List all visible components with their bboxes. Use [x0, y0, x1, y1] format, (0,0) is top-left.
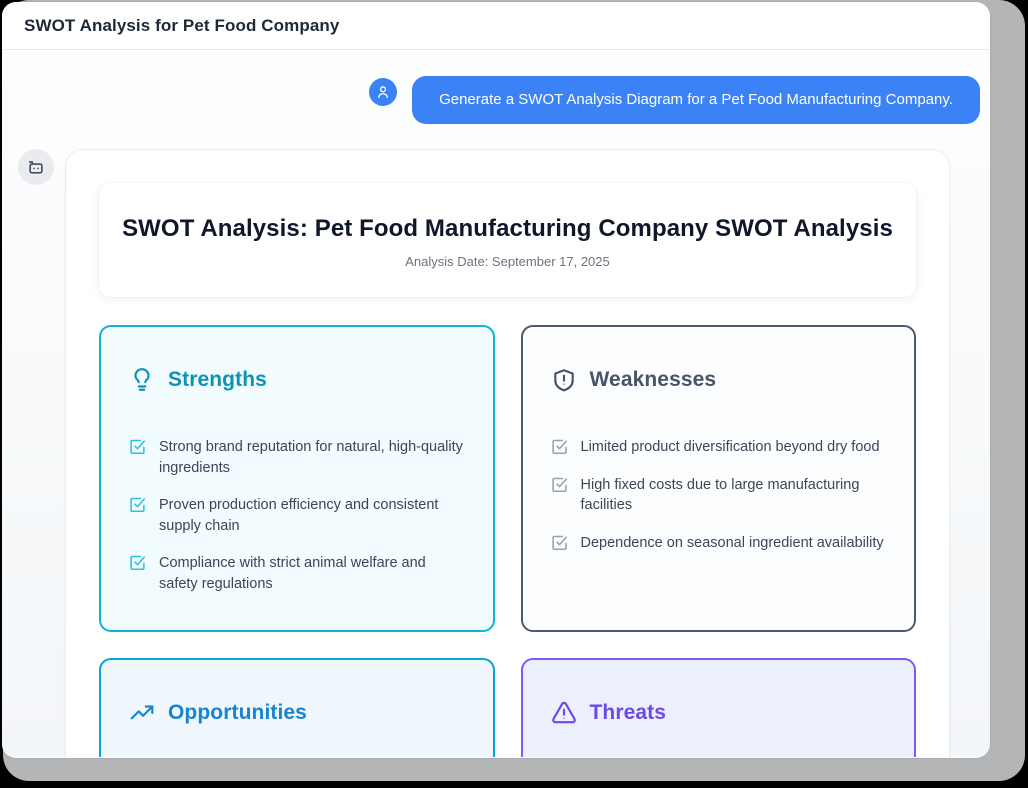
quadrant-item: Proven production efficiency and consist… [129, 495, 465, 536]
check-square-icon [551, 534, 568, 551]
quadrant-title-weaknesses: Weaknesses [589, 368, 717, 391]
alert-triangle-icon [551, 700, 577, 726]
check-square-icon [129, 496, 146, 513]
check-square-icon [129, 554, 146, 571]
quadrant-header-opportunities: Opportunities [129, 700, 465, 726]
user-message-row: Generate a SWOT Analysis Diagram for a P… [369, 76, 980, 124]
window-title: SWOT Analysis for Pet Food Company [24, 15, 340, 35]
quadrant-item-text: Proven production efficiency and consist… [159, 497, 439, 534]
check-square-icon [129, 438, 146, 455]
bot-avatar [18, 149, 54, 185]
user-avatar [369, 78, 397, 106]
quadrant-item: Compliance with strict animal welfare an… [129, 553, 465, 594]
quadrant-item-text: Dependence on seasonal ingredient availa… [580, 534, 884, 551]
bot-icon [26, 157, 46, 177]
quadrant-title-strengths: Strengths [168, 368, 267, 391]
quadrant-item: High fixed costs due to large manufactur… [551, 475, 887, 516]
user-message-bubble: Generate a SWOT Analysis Diagram for a P… [412, 76, 980, 124]
quadrant-header-threats: Threats [551, 700, 887, 726]
user-icon [375, 84, 391, 100]
swot-title-card: SWOT Analysis: Pet Food Manufacturing Co… [99, 183, 916, 297]
swot-grid: Strengths Strong brand reputation for nat… [99, 325, 916, 757]
quadrant-items-weaknesses: Limited product diversification beyond d… [551, 437, 887, 553]
quadrant-item: Strong brand reputation for natural, hig… [129, 437, 465, 478]
check-square-icon [551, 476, 568, 493]
shield-alert-icon [551, 367, 577, 393]
quadrant-card-threats: Threats [520, 658, 916, 757]
app-window: SWOT Analysis for Pet Food Company Gener… [2, 2, 990, 758]
quadrant-item-text: Limited product diversification beyond d… [580, 439, 880, 455]
quadrant-title-threats: Threats [589, 701, 667, 724]
swot-response-card: SWOT Analysis: Pet Food Manufacturing Co… [65, 149, 950, 757]
check-square-icon [551, 438, 568, 455]
trending-up-icon [129, 700, 155, 726]
quadrant-item-text: High fixed costs due to large manufactur… [580, 476, 860, 514]
lightbulb-icon [129, 367, 155, 393]
quadrant-card-strengths: Strengths Strong brand reputation for nat… [99, 325, 495, 632]
quadrant-item-text: Compliance with strict animal welfare an… [159, 555, 426, 592]
quadrant-items-strengths: Strong brand reputation for natural, hig… [129, 437, 465, 594]
quadrant-header-strengths: Strengths [129, 367, 465, 393]
quadrant-card-opportunities: Opportunities [99, 658, 495, 757]
quadrant-item-text: Strong brand reputation for natural, hig… [159, 439, 463, 476]
quadrant-title-opportunities: Opportunities [168, 701, 307, 724]
swot-analysis-date: Analysis Date: September 17, 2025 [405, 254, 610, 269]
chat-scroll-area[interactable]: Generate a SWOT Analysis Diagram for a P… [2, 50, 990, 757]
quadrant-item: Dependence on seasonal ingredient availa… [551, 533, 887, 554]
window-header: SWOT Analysis for Pet Food Company [2, 2, 990, 50]
quadrant-header-weaknesses: Weaknesses [551, 367, 887, 393]
quadrant-item: Limited product diversification beyond d… [551, 437, 887, 458]
swot-title: SWOT Analysis: Pet Food Manufacturing Co… [122, 215, 893, 242]
quadrant-card-weaknesses: Weaknesses Limited product diversificatio… [520, 325, 916, 632]
